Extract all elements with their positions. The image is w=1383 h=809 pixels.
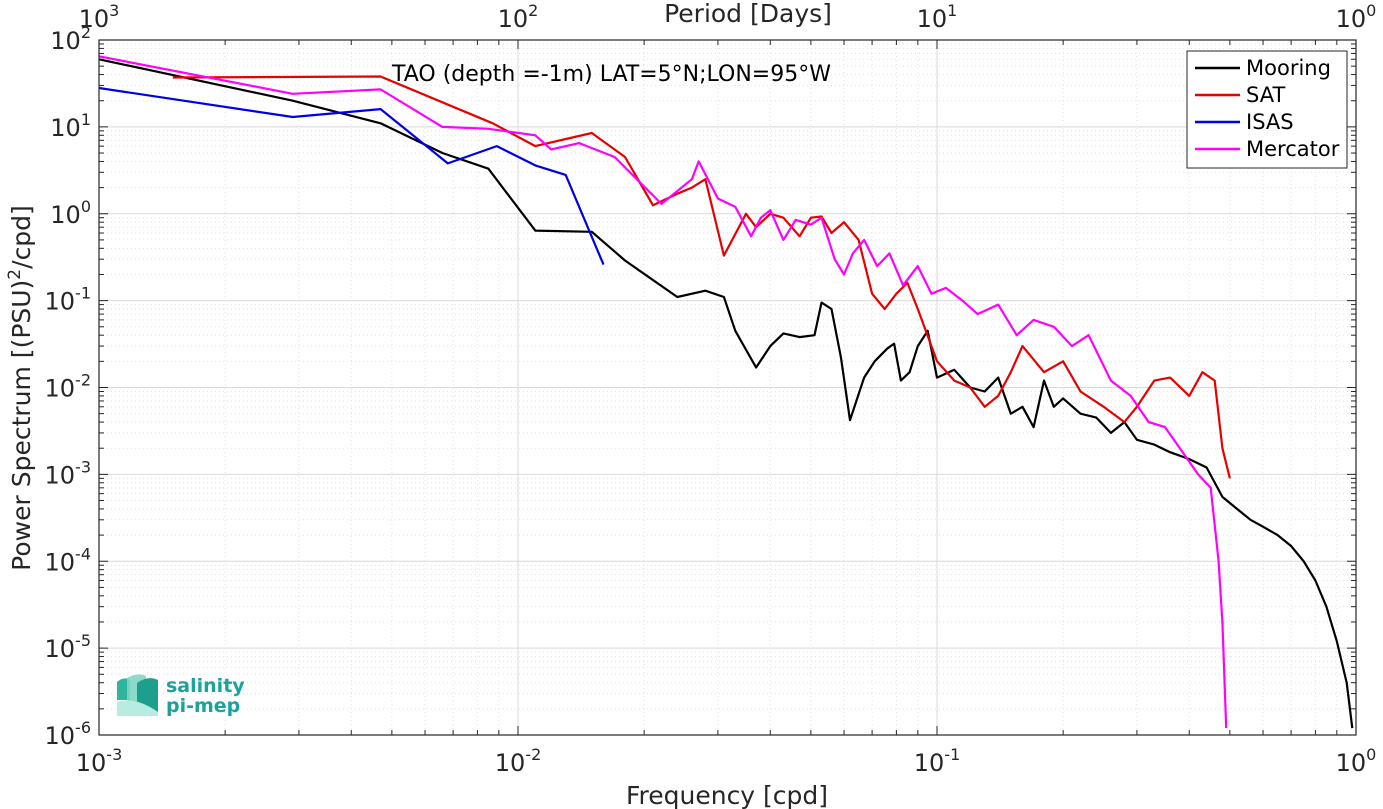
legend-label-sat: SAT: [1246, 83, 1285, 107]
legend: Mooring SAT ISAS Mercator: [1186, 50, 1348, 169]
legend-label-isas: ISAS: [1246, 110, 1294, 134]
series-line-mercator: [98, 55, 1228, 729]
y-tick-label: 10-5: [45, 631, 92, 663]
legend-label-mercator: Mercator: [1246, 137, 1340, 161]
legend-label-mooring: Mooring: [1246, 56, 1331, 80]
top-tick-label: 100: [1336, 1, 1377, 33]
x-tick-label: 10-3: [76, 745, 123, 777]
x-tick-label: 10-1: [914, 745, 961, 777]
chart-annotation: TAO (depth =-1m) LAT=5°N;LON=95°W: [391, 62, 831, 87]
y-tick-label: 10-6: [45, 718, 92, 750]
logo-text-pi-mep: pi-mep: [166, 695, 240, 717]
top-tick-label: 103: [79, 1, 120, 33]
series-line-sat: [172, 75, 1231, 479]
salinity-pi-mep-logo: salinity pi-mep: [117, 674, 245, 717]
y-tick-label: 10-2: [45, 371, 92, 403]
logo-text-salinity: salinity: [166, 675, 245, 697]
series-line-isas: [98, 86, 605, 266]
y-tick-label: 10-3: [45, 457, 92, 489]
top-tick-label: 101: [917, 1, 958, 33]
top-tick-label: 102: [498, 1, 539, 33]
waves-icon: [117, 674, 158, 716]
top-axis-label: Period [Days]: [664, 0, 832, 28]
series-line-mooring: [98, 58, 1354, 729]
y-tick-label: 10-1: [45, 284, 92, 316]
y-tick-label: 100: [50, 197, 91, 229]
y-tick-label: 10-4: [45, 544, 92, 576]
x-tick-label: 10-2: [495, 745, 542, 777]
y-tick-label: 102: [50, 23, 91, 55]
x-axis-label: Frequency [cpd]: [626, 781, 828, 809]
y-tick-label: 101: [50, 110, 91, 142]
series-layer: [98, 55, 1354, 729]
y-axis-label: Power Spectrum [(PSU)2/cpd]: [5, 205, 36, 571]
x-tick-label: 100: [1336, 745, 1377, 777]
